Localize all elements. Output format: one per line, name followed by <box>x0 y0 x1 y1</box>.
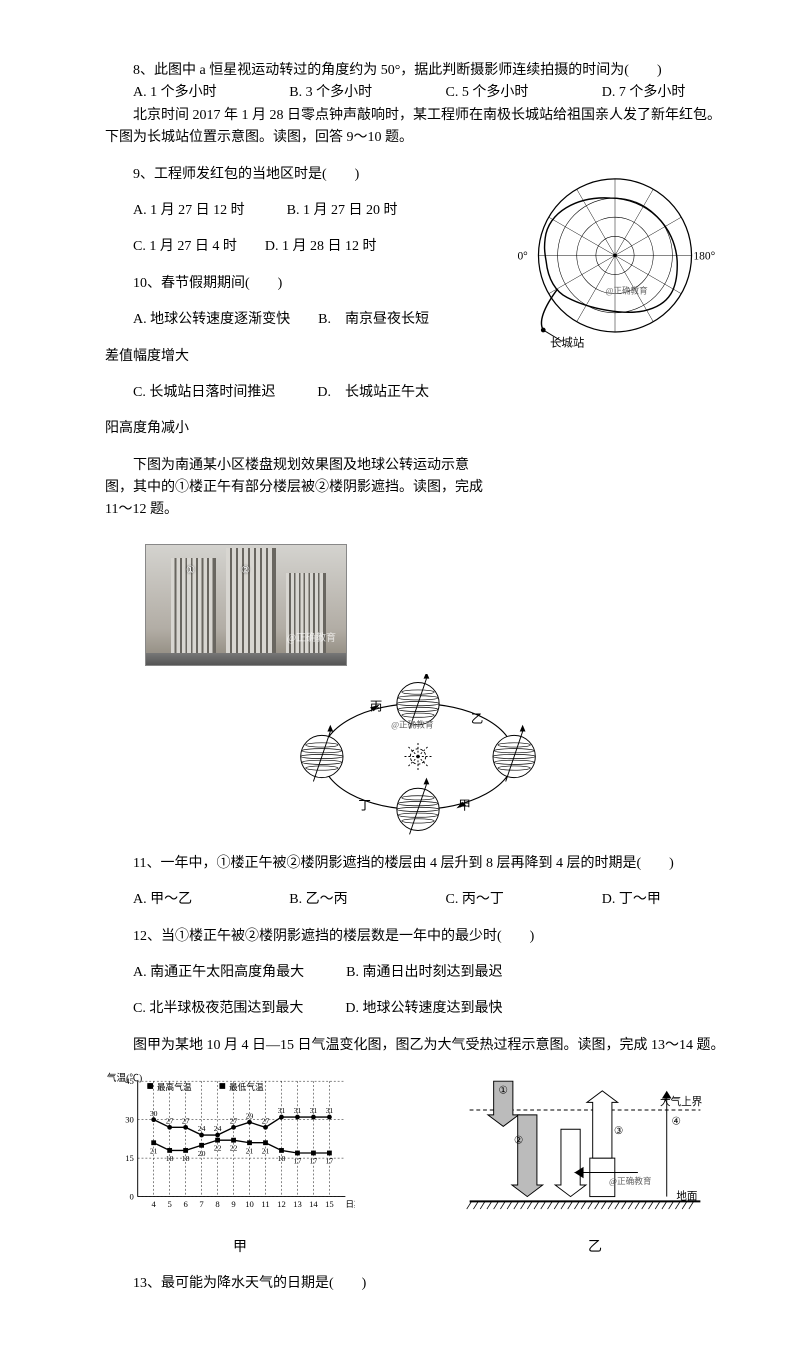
svg-text:30: 30 <box>150 1109 158 1118</box>
svg-text:31: 31 <box>278 1106 286 1115</box>
svg-text:①: ① <box>498 1085 508 1097</box>
svg-text:最高气温: 最高气温 <box>157 1081 192 1092</box>
svg-text:18: 18 <box>166 1154 174 1163</box>
atmosphere-diagram: 大气上界地面①②③④@正确教育 <box>460 1071 710 1226</box>
q10-lineC2: 阳高度角减小 <box>105 418 490 440</box>
svg-text:甲: 甲 <box>458 798 471 812</box>
q11-optD: D. 丁～甲 <box>574 889 730 911</box>
svg-text:14: 14 <box>309 1199 318 1209</box>
svg-text:22: 22 <box>214 1144 222 1153</box>
q8-options: A. 1 个多小时 B. 3 个多小时 C. 5 个多小时 D. 7 个多小时 <box>105 82 730 104</box>
q10-lineA2: 差值幅度增大 <box>105 346 490 368</box>
svg-text:②: ② <box>514 1135 524 1147</box>
svg-text:丙: 丙 <box>369 699 382 713</box>
q11-optA: A. 甲～乙 <box>105 889 261 911</box>
svg-text:日期: 日期 <box>345 1199 355 1209</box>
svg-text:21: 21 <box>246 1147 254 1156</box>
svg-text:22: 22 <box>230 1144 238 1153</box>
svg-text:17: 17 <box>310 1157 318 1166</box>
q11-stem: 11、一年中，①楼正午被②楼阴影遮挡的楼层由 4 层升到 8 层再降到 4 层的… <box>105 853 730 875</box>
building-1-label: ① <box>186 563 195 579</box>
q9-stem: 9、工程师发红包的当地区时是( ) <box>105 164 490 186</box>
q8-optC: C. 5 个多小时 <box>418 82 574 104</box>
svg-text:10: 10 <box>245 1199 254 1209</box>
q10-stem: 10、春节假期期间( ) <box>105 273 490 295</box>
svg-text:@正确教育: @正确教育 <box>391 719 434 730</box>
svg-text:31: 31 <box>294 1106 302 1115</box>
q8-stem: 8、此图中 a 恒星视运动转过的角度约为 50°，据此判断摄影师连续拍摄的时间为… <box>105 60 730 82</box>
svg-text:4: 4 <box>152 1199 157 1209</box>
svg-text:0: 0 <box>130 1192 134 1202</box>
svg-text:乙: 乙 <box>470 712 483 726</box>
svg-text:30: 30 <box>125 1115 134 1125</box>
svg-text:27: 27 <box>230 1117 238 1126</box>
svg-text:③: ③ <box>614 1125 624 1137</box>
svg-text:24: 24 <box>198 1124 206 1133</box>
svg-text:27: 27 <box>166 1117 174 1126</box>
svg-text:7: 7 <box>199 1199 204 1209</box>
q11-options: A. 甲～乙 B. 乙～丙 C. 丙～丁 D. 丁～甲 <box>105 889 730 911</box>
temperature-chart: 气温(℃)0153045456789101112131415日期最高气温最低气温… <box>105 1071 355 1226</box>
svg-text:18: 18 <box>278 1154 286 1163</box>
svg-text:④: ④ <box>672 1116 682 1128</box>
stem-9-10: 北京时间 2017 年 1 月 28 日零点钟声敲响时，某工程师在南极长城站给祖… <box>105 105 730 150</box>
q9-line2: C. 1 月 27 日 4 时 D. 1 月 28 日 12 时 <box>105 236 490 258</box>
svg-text:18: 18 <box>182 1154 190 1163</box>
svg-text:13: 13 <box>293 1199 302 1209</box>
polar-map: 长城站0°180°@正确教育 <box>510 155 720 365</box>
svg-text:11: 11 <box>261 1199 269 1209</box>
caption-jia: 甲 <box>105 1237 375 1259</box>
svg-text:@正确教育: @正确教育 <box>605 284 648 295</box>
q11-optC: C. 丙～丁 <box>418 889 574 911</box>
q10-lineA: A. 地球公转速度逐渐变快 B. 南京昼夜长短 <box>105 309 490 331</box>
svg-text:29: 29 <box>246 1112 254 1121</box>
caption-yi: 乙 <box>460 1237 730 1259</box>
svg-text:17: 17 <box>294 1157 302 1166</box>
svg-text:31: 31 <box>326 1106 334 1115</box>
building-2-label: ② <box>241 563 250 579</box>
stem-13-14: 图甲为某地 10 月 4 日—15 日气温变化图，图乙为大气受热过程示意图。读图… <box>105 1035 730 1057</box>
svg-text:27: 27 <box>182 1117 190 1126</box>
svg-text:12: 12 <box>277 1199 286 1209</box>
svg-text:9: 9 <box>231 1199 235 1209</box>
q13-stem: 13、最可能为降水天气的日期是( ) <box>105 1273 730 1295</box>
svg-text:17: 17 <box>326 1157 334 1166</box>
svg-text:15: 15 <box>325 1199 334 1209</box>
svg-text:@正确教育: @正确教育 <box>609 1175 652 1186</box>
q11-optB: B. 乙～丙 <box>261 889 417 911</box>
svg-text:31: 31 <box>310 1106 318 1115</box>
svg-text:24: 24 <box>214 1124 222 1133</box>
svg-text:21: 21 <box>262 1147 270 1156</box>
svg-text:45: 45 <box>125 1076 134 1086</box>
svg-text:20: 20 <box>198 1149 206 1158</box>
q8-optB: B. 3 个多小时 <box>261 82 417 104</box>
svg-text:27: 27 <box>262 1117 270 1126</box>
svg-text:丁: 丁 <box>358 798 371 812</box>
svg-text:6: 6 <box>183 1199 188 1209</box>
svg-text:地面: 地面 <box>676 1190 697 1203</box>
q10-lineC: C. 长城站日落时间推迟 D. 长城站正午太 <box>105 382 490 404</box>
svg-text:5: 5 <box>167 1199 171 1209</box>
svg-text:180°: 180° <box>693 250 715 262</box>
svg-text:21: 21 <box>150 1147 158 1156</box>
q8-optA: A. 1 个多小时 <box>105 82 261 104</box>
q8-optD: D. 7 个多小时 <box>574 82 730 104</box>
svg-text:最低气温: 最低气温 <box>229 1081 264 1092</box>
orbit-diagram: 丙乙丁 甲 @正确教育 <box>293 674 543 839</box>
svg-text:15: 15 <box>125 1153 134 1163</box>
q9-line1: A. 1 月 27 日 12 时 B. 1 月 27 日 20 时 <box>105 200 490 222</box>
q12-stem: 12、当①楼正午被②楼阴影遮挡的楼层数是一年中的最少时( ) <box>105 926 730 948</box>
svg-text:0°: 0° <box>517 250 528 262</box>
stem-11-12: 下图为南通某小区楼盘规划效果图及地球公转运动示意图，其中的①楼正午有部分楼层被②… <box>105 455 490 522</box>
svg-text:8: 8 <box>215 1199 219 1209</box>
buildings-watermark: @正确教育 <box>287 631 336 647</box>
buildings-image: ① ② @正确教育 <box>145 544 347 666</box>
